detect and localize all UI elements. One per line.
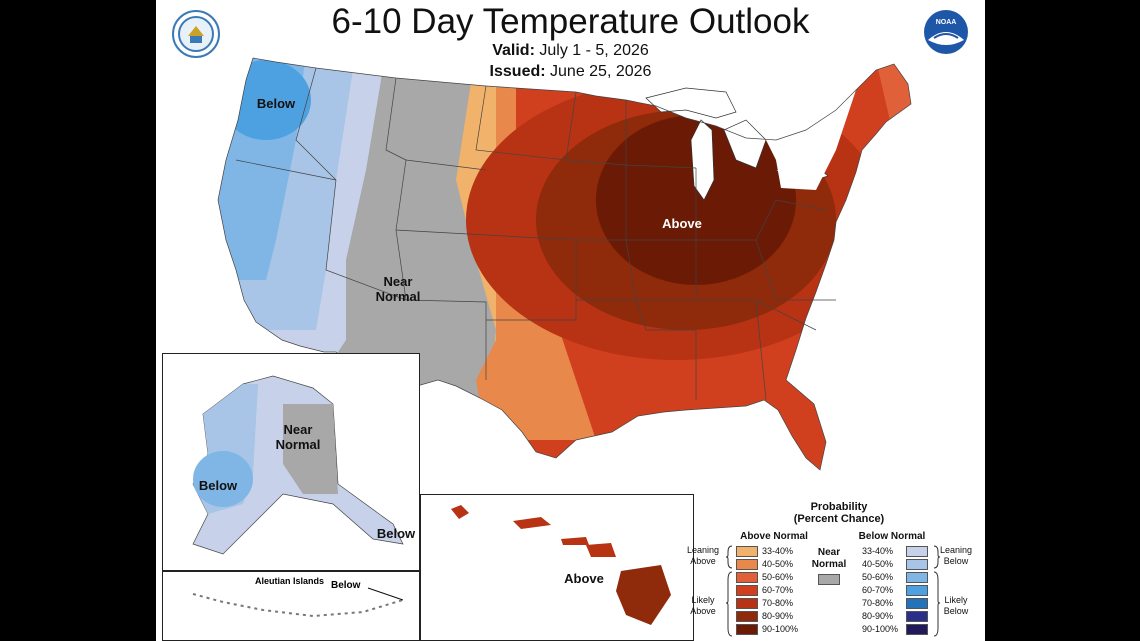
hawaii-inset: Above <box>420 494 694 641</box>
legend-title: Probability <box>810 501 868 513</box>
aleutian-below-label: Below <box>331 580 361 591</box>
below-swatch-6 <box>906 611 928 622</box>
aleutian-title: Aleutian Islands <box>255 576 325 586</box>
valid-value: July 1 - 5, 2026 <box>539 42 649 59</box>
above-swatch-5 <box>736 598 758 609</box>
above-range-label: 50-60% <box>762 572 794 582</box>
below-swatch-7 <box>906 624 928 635</box>
conus-near-normal-label: Near Normal <box>375 274 421 304</box>
above-range-label: 33-40% <box>762 546 794 556</box>
leaning-below-label: Leaning Below <box>939 545 973 566</box>
alaska-panhandle-below-label: Below <box>376 526 416 541</box>
alaska-inset: Near Normal Below Below <box>162 353 420 571</box>
below-range-label: 40-50% <box>862 559 894 569</box>
below-range-label: 33-40% <box>862 546 894 556</box>
above-swatch-7 <box>736 624 758 635</box>
below-normal-header: Below Normal <box>858 531 926 542</box>
below-range-label: 90-100% <box>862 624 899 634</box>
above-range-label: 40-50% <box>762 559 794 569</box>
aleutian-inset: Aleutian Islands Below <box>162 571 420 641</box>
noaa-logo-icon: NOAA <box>924 10 968 54</box>
near-normal-swatch <box>818 574 840 585</box>
above-range-label: 70-80% <box>762 598 794 608</box>
below-swatch-2 <box>906 559 928 570</box>
leaning-above-label: Leaning Above <box>686 545 720 566</box>
issued-value: June 25, 2026 <box>550 63 652 80</box>
above-range-label: 90-100% <box>762 624 799 634</box>
above-swatch-6 <box>736 611 758 622</box>
issued-label: Issued: <box>489 63 546 80</box>
noaa-logo-text: NOAA <box>935 19 957 26</box>
valid-label: Valid: <box>492 42 535 59</box>
likely-below-label: Likely Below <box>943 595 969 616</box>
below-range-label: 50-60% <box>862 572 894 582</box>
conus-map <box>217 57 912 471</box>
above-swatch-1 <box>736 546 758 557</box>
legend: Probability (Percent Chance) Above Norma… <box>684 500 984 640</box>
below-swatch-5 <box>906 598 928 609</box>
alaska-near-normal-label: Near Normal <box>275 422 321 452</box>
near-normal-label: Near Normal <box>811 547 847 570</box>
below-swatch-3 <box>906 572 928 583</box>
below-range-label: 60-70% <box>862 585 894 595</box>
conus-above-label: Above <box>662 216 702 231</box>
above-swatch-2 <box>736 559 758 570</box>
valid-line: Valid: July 1 - 5, 2026 <box>156 42 985 60</box>
outlook-page: NOAA 6-10 Day Temperature Outlook Valid:… <box>156 0 985 641</box>
above-swatch-4 <box>736 585 758 596</box>
above-normal-header: Above Normal <box>740 531 808 542</box>
page-title: 6-10 Day Temperature Outlook <box>331 2 810 41</box>
above-swatch-3 <box>736 572 758 583</box>
alaska-below-label: Below <box>198 478 238 493</box>
below-swatch-4 <box>906 585 928 596</box>
below-range-label: 80-90% <box>862 611 894 621</box>
issued-line: Issued: June 25, 2026 <box>156 63 985 81</box>
above-range-label: 80-90% <box>762 611 794 621</box>
doc-seal-icon <box>172 10 220 58</box>
legend-subtitle: (Percent Chance) <box>793 513 885 525</box>
likely-above-label: Likely Above <box>690 595 716 616</box>
above-range-label: 60-70% <box>762 585 794 595</box>
conus-below-label: Below <box>256 96 296 111</box>
below-range-label: 70-80% <box>862 598 894 608</box>
legend-braces <box>725 545 941 637</box>
below-swatch-1 <box>906 546 928 557</box>
hawaii-above-label: Above <box>564 571 604 586</box>
